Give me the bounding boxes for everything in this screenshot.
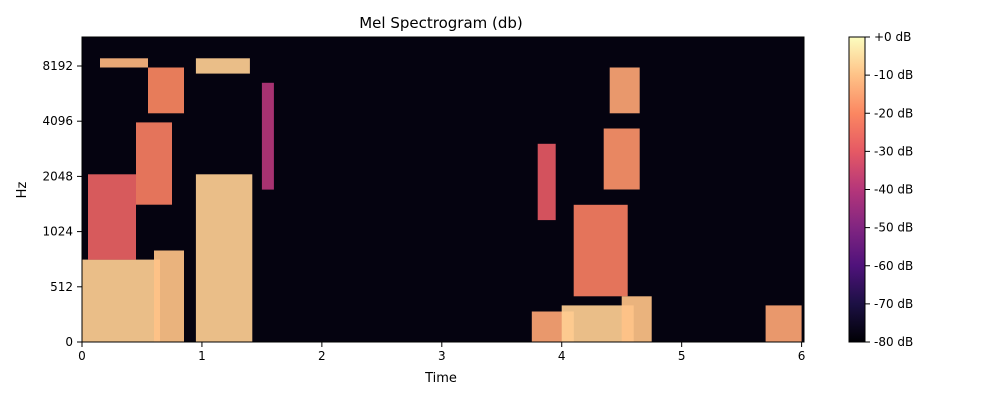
y-axis-ticks: 0 512 1024 2048 4096 8192 — [42, 59, 82, 349]
x-tick-label: 0 — [78, 349, 86, 363]
colorbar-tick-label: -50 dB — [874, 221, 913, 235]
energy-region — [154, 250, 184, 342]
colorbar-tick-label: -30 dB — [874, 144, 913, 158]
colorbar-tick-label: -40 dB — [874, 183, 913, 197]
plot-frame — [81, 36, 805, 343]
y-tick-label: 0 — [65, 335, 73, 349]
energy-region — [573, 204, 628, 297]
colorbar-tick-label: -70 dB — [874, 297, 913, 311]
spectrogram-heatmap — [82, 58, 802, 342]
y-tick-label: 1024 — [42, 225, 73, 239]
energy-region — [136, 122, 172, 205]
x-tick-label: 1 — [198, 349, 206, 363]
colorbar-tick-label: +0 dB — [874, 30, 911, 44]
plot-background — [82, 37, 804, 342]
x-tick-label: 2 — [318, 349, 326, 363]
y-tick-label: 4096 — [42, 114, 73, 128]
y-tick-label: 512 — [50, 280, 73, 294]
energy-region — [100, 58, 148, 68]
colorbar-tick-label: -80 dB — [874, 335, 913, 349]
energy-region — [537, 143, 556, 221]
colorbar-tick-label: -60 dB — [874, 259, 913, 273]
energy-region — [765, 305, 802, 342]
y-tick-label: 2048 — [42, 169, 73, 183]
energy-region — [82, 259, 160, 342]
energy-region — [603, 128, 640, 190]
colorbar-tick-label: -10 dB — [874, 68, 913, 82]
energy-region — [195, 58, 250, 74]
energy-region — [195, 174, 253, 342]
x-tick-label: 3 — [438, 349, 446, 363]
colorbar-ticks: +0 dB -10 dB -20 dB -30 dB -40 dB -50 dB -60 d… — [865, 30, 913, 349]
energy-region — [621, 296, 652, 342]
energy-region — [88, 174, 136, 260]
x-axis-ticks: 0 1 2 3 4 5 6 — [78, 342, 805, 363]
x-tick-label: 4 — [558, 349, 566, 363]
y-axis-label: Hz — [15, 182, 30, 199]
energy-region — [609, 67, 640, 114]
colorbar — [848, 36, 866, 343]
energy-region — [261, 82, 274, 190]
chart-title: Mel Spectrogram (db) — [359, 14, 523, 32]
x-axis-label: Time — [424, 371, 457, 386]
x-tick-label: 6 — [798, 349, 806, 363]
x-tick-label: 5 — [678, 349, 686, 363]
y-tick-label: 8192 — [42, 59, 73, 73]
energy-region — [148, 67, 184, 114]
colorbar-tick-label: -20 dB — [874, 106, 913, 120]
